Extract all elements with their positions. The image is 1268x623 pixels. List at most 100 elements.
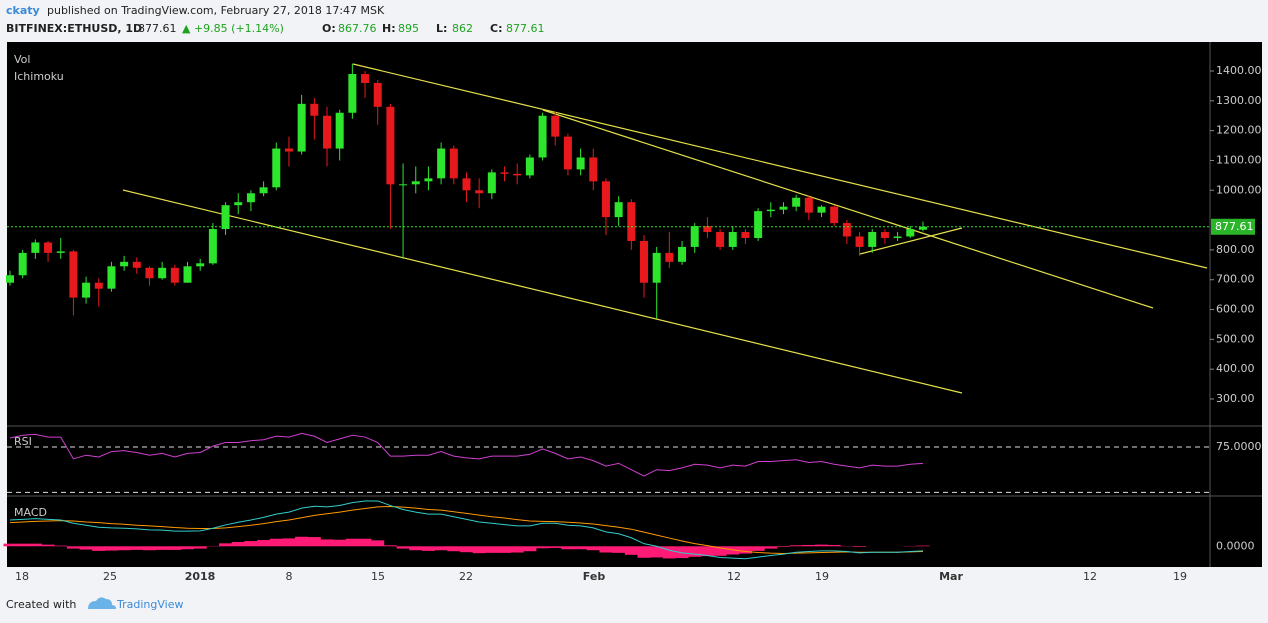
macd-histogram — [675, 546, 689, 559]
brand[interactable]: TradingView — [116, 598, 183, 611]
candle-body — [56, 251, 65, 253]
macd-histogram — [815, 544, 829, 547]
candle-body — [284, 148, 293, 152]
macd-histogram — [421, 546, 435, 551]
macd-histogram — [916, 545, 930, 547]
indicator-label: Ichimoku — [14, 70, 64, 83]
candle-body — [411, 181, 420, 185]
macd-histogram — [79, 546, 93, 550]
macd-histogram — [320, 539, 334, 547]
macd-histogram — [269, 538, 283, 547]
y-tick-label: 600.00 — [1216, 303, 1255, 316]
candle-body — [665, 252, 674, 262]
logo[interactable] — [88, 597, 116, 609]
trendline — [859, 227, 963, 255]
candle-body — [234, 202, 243, 206]
macd-histogram — [662, 546, 676, 559]
candle-body — [855, 236, 864, 247]
macd-histogram — [472, 546, 486, 554]
candle-body — [817, 206, 826, 213]
macd-histogram — [295, 536, 309, 547]
candle-body — [601, 181, 610, 218]
candle-body — [842, 223, 851, 237]
author[interactable]: ckaty — [6, 4, 40, 17]
candle-body — [373, 82, 382, 107]
trendline — [542, 109, 1154, 309]
candle-body — [804, 197, 813, 213]
macd-histogram — [282, 538, 296, 547]
candle-body — [525, 157, 534, 176]
macd-histogram — [650, 546, 664, 558]
macd-histogram — [231, 542, 245, 547]
candle-body — [196, 263, 205, 267]
candle-body — [361, 74, 370, 83]
macd-histogram — [523, 546, 537, 552]
candle-body — [145, 267, 154, 279]
macd-histogram — [3, 543, 17, 547]
candle-body — [906, 229, 915, 237]
macd-histogram — [155, 546, 169, 550]
macd-histogram — [28, 543, 42, 547]
macd-histogram — [586, 546, 600, 551]
candle-body — [627, 202, 636, 241]
macd-label: MACD — [14, 506, 47, 519]
candle-body — [475, 190, 484, 194]
candle-body — [728, 232, 737, 247]
last-price: 877.61 — [138, 22, 177, 35]
candle-body — [576, 157, 585, 170]
candle-body — [766, 209, 775, 212]
candle-body — [170, 267, 179, 283]
y-tick-label: 1400.00 — [1216, 64, 1262, 77]
macd-histogram — [498, 546, 512, 553]
y-tick-label: 1200.00 — [1216, 124, 1262, 137]
macd-histogram — [16, 543, 30, 547]
footer-text: Created with — [6, 598, 76, 611]
macd-histogram — [92, 546, 106, 551]
candle-body — [424, 178, 433, 182]
candle-body — [399, 184, 408, 186]
candle-body — [158, 267, 167, 279]
macd-histogram — [130, 546, 144, 550]
macd-histogram — [168, 546, 182, 550]
macd-histogram — [548, 546, 562, 548]
candle-body — [449, 148, 458, 179]
candle-body — [678, 246, 687, 262]
macd-histogram — [409, 546, 423, 551]
last-price-label: 877.61 — [1215, 220, 1254, 233]
macd-histogram — [54, 545, 68, 547]
macd-histogram — [536, 546, 550, 549]
trendline — [122, 189, 963, 394]
macd-histogram — [485, 546, 499, 553]
macd-histogram — [764, 546, 778, 549]
candle-body — [82, 282, 91, 298]
macd-histogram — [333, 539, 347, 547]
macd-histogram — [219, 543, 233, 547]
candle-body — [386, 106, 395, 185]
macd-histogram — [447, 546, 461, 552]
candle-body — [830, 206, 839, 224]
candle-body — [690, 226, 699, 247]
candle-body — [538, 115, 547, 158]
x-tick-label: 2018 — [185, 570, 216, 583]
macd-histogram — [383, 545, 397, 547]
candle-body — [589, 157, 598, 182]
trendlines — [122, 63, 1208, 394]
candle-body — [563, 136, 572, 170]
trendline — [352, 63, 1208, 269]
candle-body — [779, 206, 788, 210]
candle-body — [221, 205, 230, 230]
y-tick-label: 1300.00 — [1216, 94, 1262, 107]
y-tick-label: 700.00 — [1216, 273, 1255, 286]
macd-histogram — [624, 546, 638, 555]
candle-body — [18, 252, 27, 276]
ohlc-value: 867.76 — [338, 22, 377, 35]
macd-histogram — [599, 546, 613, 553]
x-tick-label: Feb — [583, 570, 606, 583]
x-tick-label: 22 — [459, 570, 473, 583]
ohlc-label: O: — [322, 22, 336, 35]
candle-body — [120, 261, 129, 267]
candle-body — [208, 229, 217, 264]
candle-body — [868, 232, 877, 247]
published: published on TradingView.com, February 2… — [47, 4, 385, 17]
macd-histogram — [307, 537, 321, 547]
